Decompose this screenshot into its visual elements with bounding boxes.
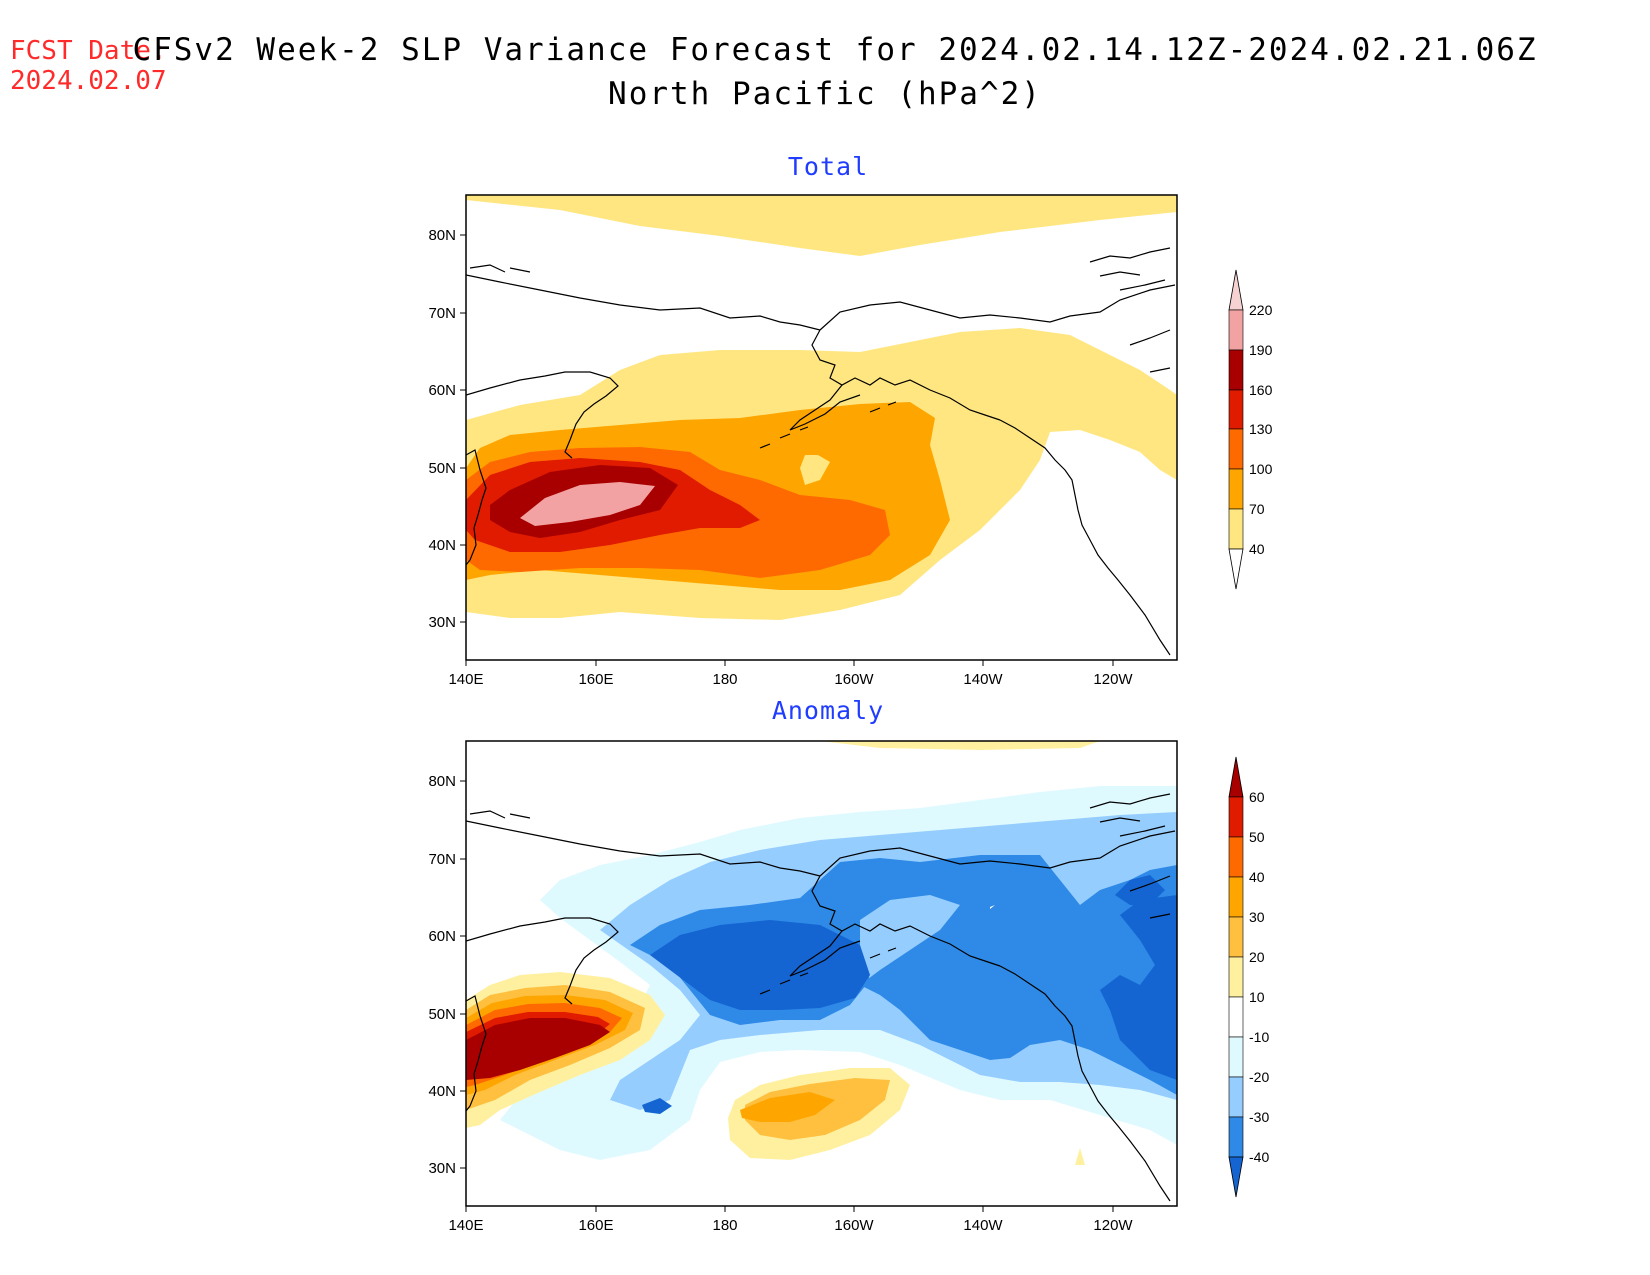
fcst-date-label: FCST Date: bbox=[10, 36, 167, 66]
colorbar-label: -30 bbox=[1249, 1109, 1269, 1125]
lon-tick-label: 160E bbox=[578, 671, 613, 688]
lat-tick-label: 30N bbox=[428, 1160, 456, 1177]
colorbar-label: 160 bbox=[1249, 382, 1273, 398]
contour-neg-40 bbox=[650, 920, 870, 1010]
lat-tick-label: 50N bbox=[428, 460, 456, 477]
colorbar-label: 130 bbox=[1249, 421, 1273, 437]
lat-tick-label: 50N bbox=[428, 1006, 456, 1023]
colorbar-swatch bbox=[1228, 389, 1244, 430]
colorbar-swatch bbox=[1228, 468, 1244, 510]
colorbar-swatch bbox=[1228, 1156, 1244, 1198]
colorbar-label: 10 bbox=[1249, 989, 1265, 1005]
lat-tick-label: 60N bbox=[428, 382, 456, 399]
colorbar-label: 220 bbox=[1249, 302, 1273, 318]
lat-tick-label: 60N bbox=[428, 928, 456, 945]
colorbar-swatch bbox=[1228, 349, 1244, 391]
colorbar-swatch bbox=[1228, 836, 1244, 878]
colorbar-label: 50 bbox=[1249, 829, 1265, 845]
colorbar-label: 60 bbox=[1249, 789, 1265, 805]
lon-tick-label: 180 bbox=[712, 671, 737, 688]
contour-neg-30 bbox=[630, 855, 1177, 1095]
colorbar-label: 30 bbox=[1249, 909, 1265, 925]
anomaly-contours bbox=[466, 741, 1177, 1206]
colorbar-swatch bbox=[1228, 548, 1244, 590]
colorbar-swatch bbox=[1228, 1076, 1244, 1118]
map-frame-total bbox=[465, 194, 1178, 661]
colorbar-label: -40 bbox=[1249, 1149, 1269, 1165]
colorbar-swatch bbox=[1228, 796, 1244, 838]
lat-tick-label: 80N bbox=[428, 773, 456, 790]
contour-pos-10 bbox=[1075, 1148, 1085, 1165]
lat-tick-label: 70N bbox=[428, 305, 456, 322]
contour-40-hole bbox=[800, 455, 830, 485]
colorbar-label: -10 bbox=[1249, 1029, 1269, 1045]
contour-pos-60 bbox=[466, 1018, 610, 1080]
lon-tick-label: 140E bbox=[448, 1217, 483, 1234]
colorbar-label: -20 bbox=[1249, 1069, 1269, 1085]
colorbar-swatch bbox=[1228, 876, 1244, 918]
lat-tick-label: 40N bbox=[428, 537, 456, 554]
contour-neg-40 bbox=[1100, 895, 1177, 1080]
total-contours bbox=[466, 195, 1177, 660]
lon-tick-label: 160W bbox=[834, 671, 874, 688]
map-total: 80N 70N 60N 50N 40N 30N 140E 160E 180 16… bbox=[428, 194, 1273, 688]
page-subtitle: North Pacific (hPa^2) bbox=[608, 76, 1042, 112]
lat-tick-label: 70N bbox=[428, 851, 456, 868]
lon-tick-label: 140W bbox=[963, 671, 1003, 688]
colorbar-swatch bbox=[1228, 269, 1244, 311]
colorbar-swatch bbox=[1228, 756, 1244, 798]
colorbar-label: 20 bbox=[1249, 949, 1265, 965]
map-frame-anomaly bbox=[465, 740, 1178, 1207]
colorbar-swatch bbox=[1228, 916, 1244, 958]
lon-tick-label: 120W bbox=[1093, 671, 1133, 688]
lon-axis-anomaly: 140E 160E 180 160W 140W 120W bbox=[448, 1206, 1133, 1234]
colorbar-label: 70 bbox=[1249, 501, 1265, 517]
colorbar-swatch bbox=[1228, 956, 1244, 998]
colorbar-swatch bbox=[1228, 309, 1244, 351]
contour-neg-40 bbox=[642, 1098, 672, 1114]
colorbar-label: 190 bbox=[1249, 342, 1273, 358]
lon-tick-label: 120W bbox=[1093, 1217, 1133, 1234]
lat-axis-anomaly: 80N 70N 60N 50N 40N 30N bbox=[428, 773, 466, 1177]
lon-tick-label: 160E bbox=[578, 1217, 613, 1234]
lon-tick-label: 160W bbox=[834, 1217, 874, 1234]
page-title: CFSv2 Week-2 SLP Variance Forecast for 2… bbox=[132, 32, 1538, 68]
panel-title-total: Total bbox=[787, 152, 869, 181]
colorbar-swatch bbox=[1228, 508, 1244, 550]
colorbar-label: 100 bbox=[1249, 461, 1273, 477]
lon-tick-label: 140W bbox=[963, 1217, 1003, 1234]
lat-tick-label: 80N bbox=[428, 227, 456, 244]
colorbar-swatch bbox=[1228, 996, 1244, 1038]
fcst-date-block: FCST Date: 2024.02.07 bbox=[10, 36, 167, 96]
map-anomaly: 80N 70N 60N 50N 40N 30N 140E 160E 180 16… bbox=[428, 740, 1269, 1234]
contour-pos-10-arctic bbox=[820, 741, 1100, 750]
colorbar-label: 40 bbox=[1249, 541, 1265, 557]
contour-40-arctic bbox=[466, 195, 1177, 256]
lat-tick-label: 30N bbox=[428, 614, 456, 631]
lon-axis-total: 140E 160E 180 160W 140W 120W bbox=[448, 660, 1133, 688]
colorbar-anomaly: 60 50 40 30 20 10 -10 -20 -30 -40 bbox=[1228, 756, 1269, 1198]
fcst-date-value: 2024.02.07 bbox=[10, 66, 167, 96]
lon-tick-label: 140E bbox=[448, 671, 483, 688]
colorbar-swatch bbox=[1228, 1036, 1244, 1078]
contour-190 bbox=[520, 482, 655, 526]
lon-tick-label: 180 bbox=[712, 1217, 737, 1234]
colorbar-total: 220 190 160 130 100 70 40 bbox=[1228, 269, 1273, 590]
panel-title-anomaly: Anomaly bbox=[771, 696, 885, 725]
lat-axis-total: 80N 70N 60N 50N 40N 30N bbox=[428, 227, 466, 631]
colorbar-swatch bbox=[1228, 428, 1244, 470]
colorbar-swatch bbox=[1228, 1116, 1244, 1158]
contour-pos-30 bbox=[740, 1092, 835, 1122]
colorbar-label: 40 bbox=[1249, 869, 1265, 885]
lat-tick-label: 40N bbox=[428, 1083, 456, 1100]
